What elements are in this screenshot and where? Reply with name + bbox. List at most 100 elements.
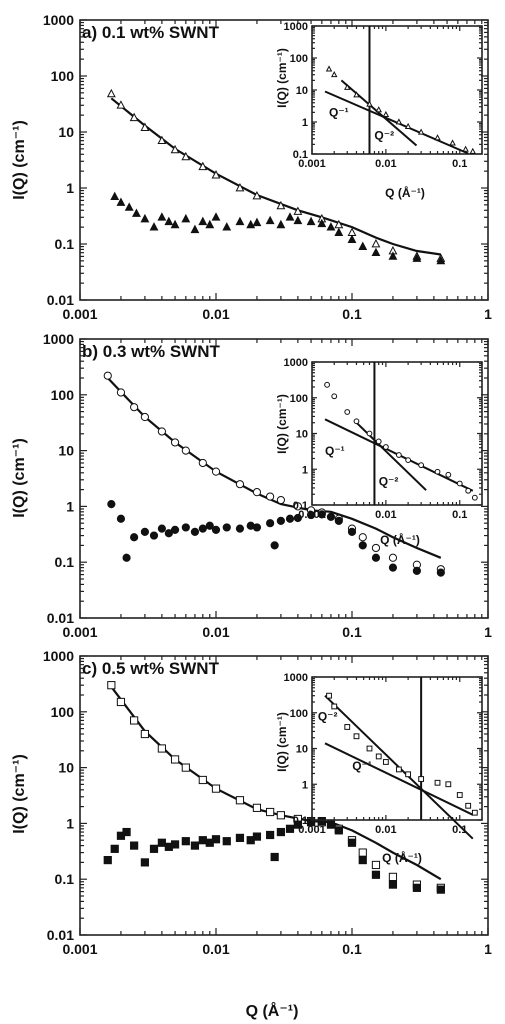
panel-c-filled-point bbox=[326, 820, 336, 829]
panel-b-inset-point bbox=[366, 430, 373, 437]
panel-b-filled-point bbox=[149, 531, 159, 540]
panel-b-open-point bbox=[170, 438, 180, 447]
panel-b-inset-point bbox=[471, 494, 478, 501]
panel-a-filled-point bbox=[388, 251, 398, 260]
panel-b-inset-point bbox=[353, 418, 360, 425]
panel-a-inset-y-tick-label: 1000 bbox=[284, 21, 308, 33]
panel-c-filled-point bbox=[436, 885, 445, 894]
panel-b-inset-point bbox=[456, 480, 463, 487]
panel-a-inset-y-tick-label: 100 bbox=[290, 53, 308, 65]
panel-a-filled-point bbox=[157, 212, 167, 221]
panel-a-filled-point bbox=[110, 191, 120, 201]
panel-b-inset-power-label: Q⁻¹ bbox=[325, 444, 345, 458]
panel-a-filled-point bbox=[358, 241, 368, 250]
panel-c-filled-point bbox=[110, 844, 119, 853]
panel-b-open-point bbox=[252, 488, 262, 497]
panel-b-filled-point bbox=[222, 523, 231, 532]
panel-b-inset-y-tick-label: 10 bbox=[296, 429, 308, 441]
panel-a-filled-point bbox=[265, 215, 275, 225]
panel-a-inset-power-label: Q⁻² bbox=[374, 129, 394, 143]
panel-a-y-tick-label: 100 bbox=[51, 68, 75, 84]
panel-b-inset-point bbox=[405, 457, 412, 464]
panel-a-filled-point bbox=[306, 216, 316, 226]
panel-b-open-point bbox=[198, 458, 207, 468]
panel-a-inset-x-tick-label: 0.01 bbox=[375, 158, 396, 170]
panel-b-filled-point bbox=[198, 524, 207, 533]
panel-c-inset-y-tick-label: 10 bbox=[296, 744, 308, 756]
panel-b-y-tick-label: 0.01 bbox=[47, 610, 74, 626]
panel-b-filled-point bbox=[157, 524, 166, 533]
panel-b-inset-point bbox=[324, 381, 330, 388]
panel-c-filled-point bbox=[149, 844, 159, 853]
panel-c-filled-point bbox=[334, 826, 343, 835]
panel-c-inset-y-tick-label: 100 bbox=[290, 708, 308, 720]
panel-b-inset-point bbox=[382, 444, 389, 450]
panel-c-inset-x-label: Q (Å⁻¹) bbox=[382, 850, 422, 865]
panel-a-inset-y-tick-label: 10 bbox=[296, 85, 308, 97]
panel-b-filled-point bbox=[170, 525, 180, 534]
panel-b-open-point bbox=[388, 553, 398, 562]
panel-b-inset-x-label: Q (Å⁻¹) bbox=[380, 532, 420, 547]
panel-a-filled-point bbox=[293, 215, 303, 225]
panel-a-plot-frame bbox=[79, 19, 489, 301]
panel-c-filled-point bbox=[285, 824, 295, 833]
panel-b-filled-point bbox=[164, 529, 173, 538]
panel-b-open-point bbox=[157, 427, 166, 436]
panel-a-x-tick-label: 1 bbox=[484, 306, 492, 322]
panel-a-fit-line bbox=[110, 97, 441, 256]
panel-c-inset-point bbox=[471, 809, 478, 816]
panel-c-x-tick-label: 0.001 bbox=[62, 941, 97, 957]
panel-c-inset-point bbox=[434, 779, 441, 786]
panel-c-inset-y-tick-label: 1 bbox=[302, 779, 308, 791]
panel-c-open-point bbox=[388, 872, 398, 881]
panel-a-open-point bbox=[347, 227, 357, 236]
panel-b-filled-point bbox=[130, 533, 139, 542]
panel-c-inset-y-tick-label: 0.1 bbox=[293, 815, 308, 827]
panel-b-filled-point bbox=[317, 510, 326, 519]
panel-b-open-point bbox=[116, 388, 126, 397]
panel-a-filled-point bbox=[285, 212, 295, 221]
panel-a-open-point bbox=[170, 144, 180, 154]
panel-c-open-point bbox=[170, 755, 180, 764]
panel-c-filled-point bbox=[198, 836, 207, 845]
panel-c-filled-point bbox=[388, 880, 398, 889]
panel-a-open-point bbox=[371, 238, 381, 248]
panel-b-inset-x-tick-label: 0.01 bbox=[375, 509, 396, 521]
panel-b-inset-point bbox=[344, 409, 351, 415]
panel-b-y-tick-label: 100 bbox=[51, 387, 75, 403]
panel-c-filled-point bbox=[358, 855, 367, 865]
panel-c-filled-point bbox=[235, 833, 245, 842]
panel-c: I(Q) (cm⁻¹) c) 0.5 wt% SWNT Q (Å⁻¹) 0.00… bbox=[11, 648, 492, 1020]
panel-b-open-point bbox=[276, 495, 285, 505]
panel-b: I(Q) (cm⁻¹) b) 0.3 wt% SWNT 0.001 0.01 0.1… bbox=[11, 331, 492, 640]
panel-b-filled-point bbox=[266, 519, 275, 528]
panel-a-inset-point bbox=[382, 110, 390, 118]
panel-c-inset-point bbox=[445, 781, 452, 788]
panel-a-open-point bbox=[211, 170, 221, 179]
panel-b-filled-point bbox=[116, 514, 126, 523]
panel-b-y-tick-label: 10 bbox=[58, 443, 74, 459]
panel-a-inset-y-tick-label: 0.1 bbox=[293, 149, 308, 161]
panel-a-open-point bbox=[106, 88, 116, 98]
panel-c-y-tick-label: 0.1 bbox=[55, 871, 75, 887]
panel-b-filled-point bbox=[285, 514, 295, 523]
panel-a-inset-y-tick-label: 1 bbox=[302, 117, 308, 129]
panel-c-inset-power-line bbox=[324, 742, 474, 816]
panel-c-open-point bbox=[198, 775, 207, 785]
panel-b-filled-point bbox=[205, 521, 214, 530]
panel-c-open-point bbox=[371, 860, 381, 870]
panel-a-filled-point bbox=[326, 222, 336, 231]
panel-a-open-point bbox=[276, 200, 286, 210]
panel-a: I(Q) (cm⁻¹) a) 0.1 wt% SWNT 0.001 0.01 0.1… bbox=[11, 12, 492, 322]
panel-a-filled-point bbox=[124, 202, 134, 211]
panel-a-x-tick-label: 0.1 bbox=[342, 306, 362, 322]
panel-a-filled-point bbox=[198, 216, 208, 226]
panel-c-y-tick-label: 10 bbox=[58, 760, 74, 776]
panel-b-filled-point bbox=[122, 553, 131, 562]
panel-b-open-point bbox=[293, 502, 302, 511]
panel-b-filled-point bbox=[235, 524, 245, 533]
panel-a-inset-point bbox=[434, 134, 441, 141]
panel-a-title: a) 0.1 wt% SWNT bbox=[82, 23, 220, 42]
